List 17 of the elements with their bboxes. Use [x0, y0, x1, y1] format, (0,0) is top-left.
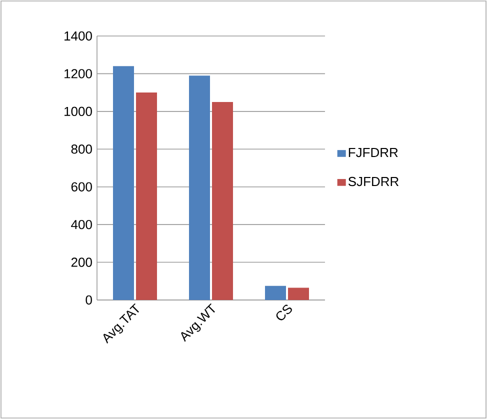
- y-tick-label: 0: [86, 295, 92, 305]
- bar: [265, 286, 286, 300]
- y-tick-label: 1400: [64, 31, 92, 41]
- x-tick-label: CS: [276, 304, 292, 320]
- bar: [136, 92, 158, 300]
- bar: [288, 288, 309, 300]
- bar: [113, 66, 134, 300]
- y-tick-label: 200: [71, 258, 92, 267]
- y-tick-label: 1200: [64, 69, 92, 78]
- y-tick-label: 1000: [64, 106, 92, 116]
- legend-label: FJFDRR: [348, 148, 398, 158]
- y-tick-label: 600: [71, 182, 92, 192]
- y-tick-label: 400: [71, 220, 92, 230]
- bar: [212, 102, 233, 300]
- bar: [189, 76, 210, 300]
- y-tick-label: 800: [71, 144, 92, 154]
- legend-label: SJFDRR: [348, 176, 399, 186]
